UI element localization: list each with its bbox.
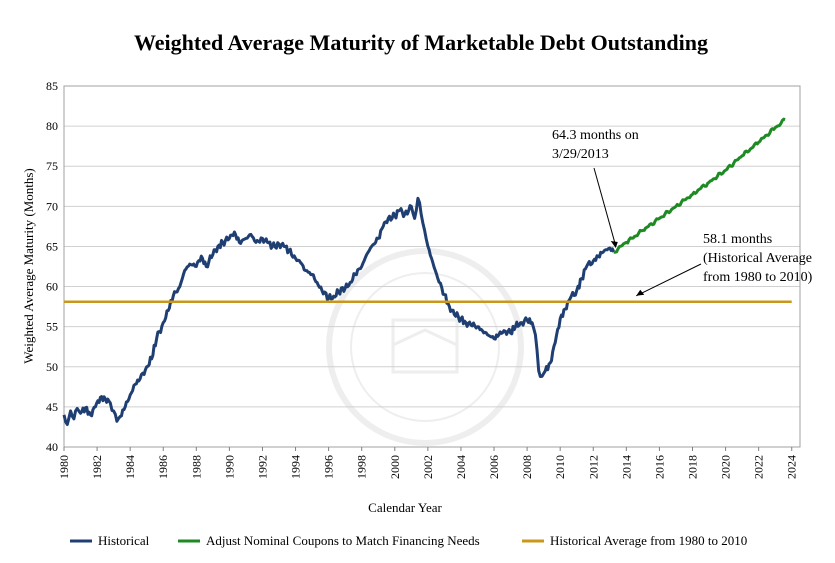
y-axis-title: Weighted Average Maturity (Months) xyxy=(21,168,36,363)
x-tick-label: 1992 xyxy=(255,455,269,479)
y-tick-label: 70 xyxy=(46,199,58,213)
y-tick-label: 75 xyxy=(46,159,58,173)
x-tick-label: 1996 xyxy=(322,455,336,479)
x-tick-label: 2018 xyxy=(685,455,699,479)
x-tick-label: 2024 xyxy=(785,455,799,479)
y-tick-label: 50 xyxy=(46,360,58,374)
annotation-wam-2013-line2: 3/29/2013 xyxy=(552,147,609,162)
x-tick-label: 2020 xyxy=(719,455,733,479)
x-tick-label: 1984 xyxy=(123,455,137,479)
gridlines xyxy=(63,85,801,448)
y-tick-label: 60 xyxy=(46,280,58,294)
x-tick-label: 1988 xyxy=(189,455,203,479)
x-tick-label: 2012 xyxy=(586,455,600,479)
legend-label: Historical xyxy=(98,533,150,548)
chart-title: Weighted Average Maturity of Marketable … xyxy=(134,30,708,55)
x-tick-label: 2022 xyxy=(752,455,766,479)
annotation-average-line2: (Historical Average xyxy=(703,251,812,266)
y-tick-label: 40 xyxy=(46,440,58,454)
annotation-average-line3: from 1980 to 2010) xyxy=(703,270,813,285)
y-tick-label: 65 xyxy=(46,239,58,253)
x-tick-label: 1994 xyxy=(289,455,303,479)
x-tick-label: 1990 xyxy=(222,455,236,479)
projection-series-line xyxy=(613,117,786,254)
treasury-seal-watermark xyxy=(326,248,524,446)
x-tick-label: 1982 xyxy=(90,455,104,479)
x-tick-label: 2008 xyxy=(520,455,534,479)
x-tick-label: 2014 xyxy=(619,455,633,479)
annotation-average-line1: 58.1 months xyxy=(703,232,772,247)
legend-label: Historical Average from 1980 to 2010 xyxy=(550,533,747,548)
x-tick-label: 2004 xyxy=(454,455,468,479)
legend: Historical Adjust Nominal Coupons to Matc… xyxy=(70,533,747,548)
x-axis-title: Calendar Year xyxy=(368,500,442,515)
x-tick-label: 1980 xyxy=(57,455,71,479)
y-tick-label: 80 xyxy=(46,119,58,133)
annotation-wam-2013-line1: 64.3 months on xyxy=(552,128,639,143)
annotation-wam-2013-arrow xyxy=(593,167,617,247)
x-tick-label: 1998 xyxy=(355,455,369,479)
x-tick-label: 2010 xyxy=(553,455,567,479)
annotation-average-arrow xyxy=(636,263,702,297)
historical-series-line xyxy=(62,196,616,426)
y-tick-label: 85 xyxy=(46,79,58,93)
y-tick-label: 45 xyxy=(46,400,58,414)
x-tick-label: 2006 xyxy=(487,455,501,479)
x-tick-label: 2016 xyxy=(652,455,666,479)
x-tick-label: 1986 xyxy=(156,455,170,479)
legend-label: Adjust Nominal Coupons to Match Financin… xyxy=(206,533,480,548)
y-tick-label: 55 xyxy=(46,320,58,334)
annotations: 64.3 months on 3/29/2013 58.1 months (Histo… xyxy=(552,128,813,297)
y-axis: 40 45 50 55 60 65 70 75 80 85 xyxy=(46,79,58,454)
x-tick-label: 2000 xyxy=(388,455,402,479)
series-layer xyxy=(62,117,792,426)
annotation-average-arrowhead xyxy=(636,289,645,296)
x-tick-label: 2002 xyxy=(421,455,435,479)
plot-frame xyxy=(63,85,801,448)
x-axis: 1980 1982 1984 1986 1988 1990 1992 1994 1996 1998… xyxy=(57,447,799,479)
annotation-wam-2013-arrowhead xyxy=(610,241,618,249)
